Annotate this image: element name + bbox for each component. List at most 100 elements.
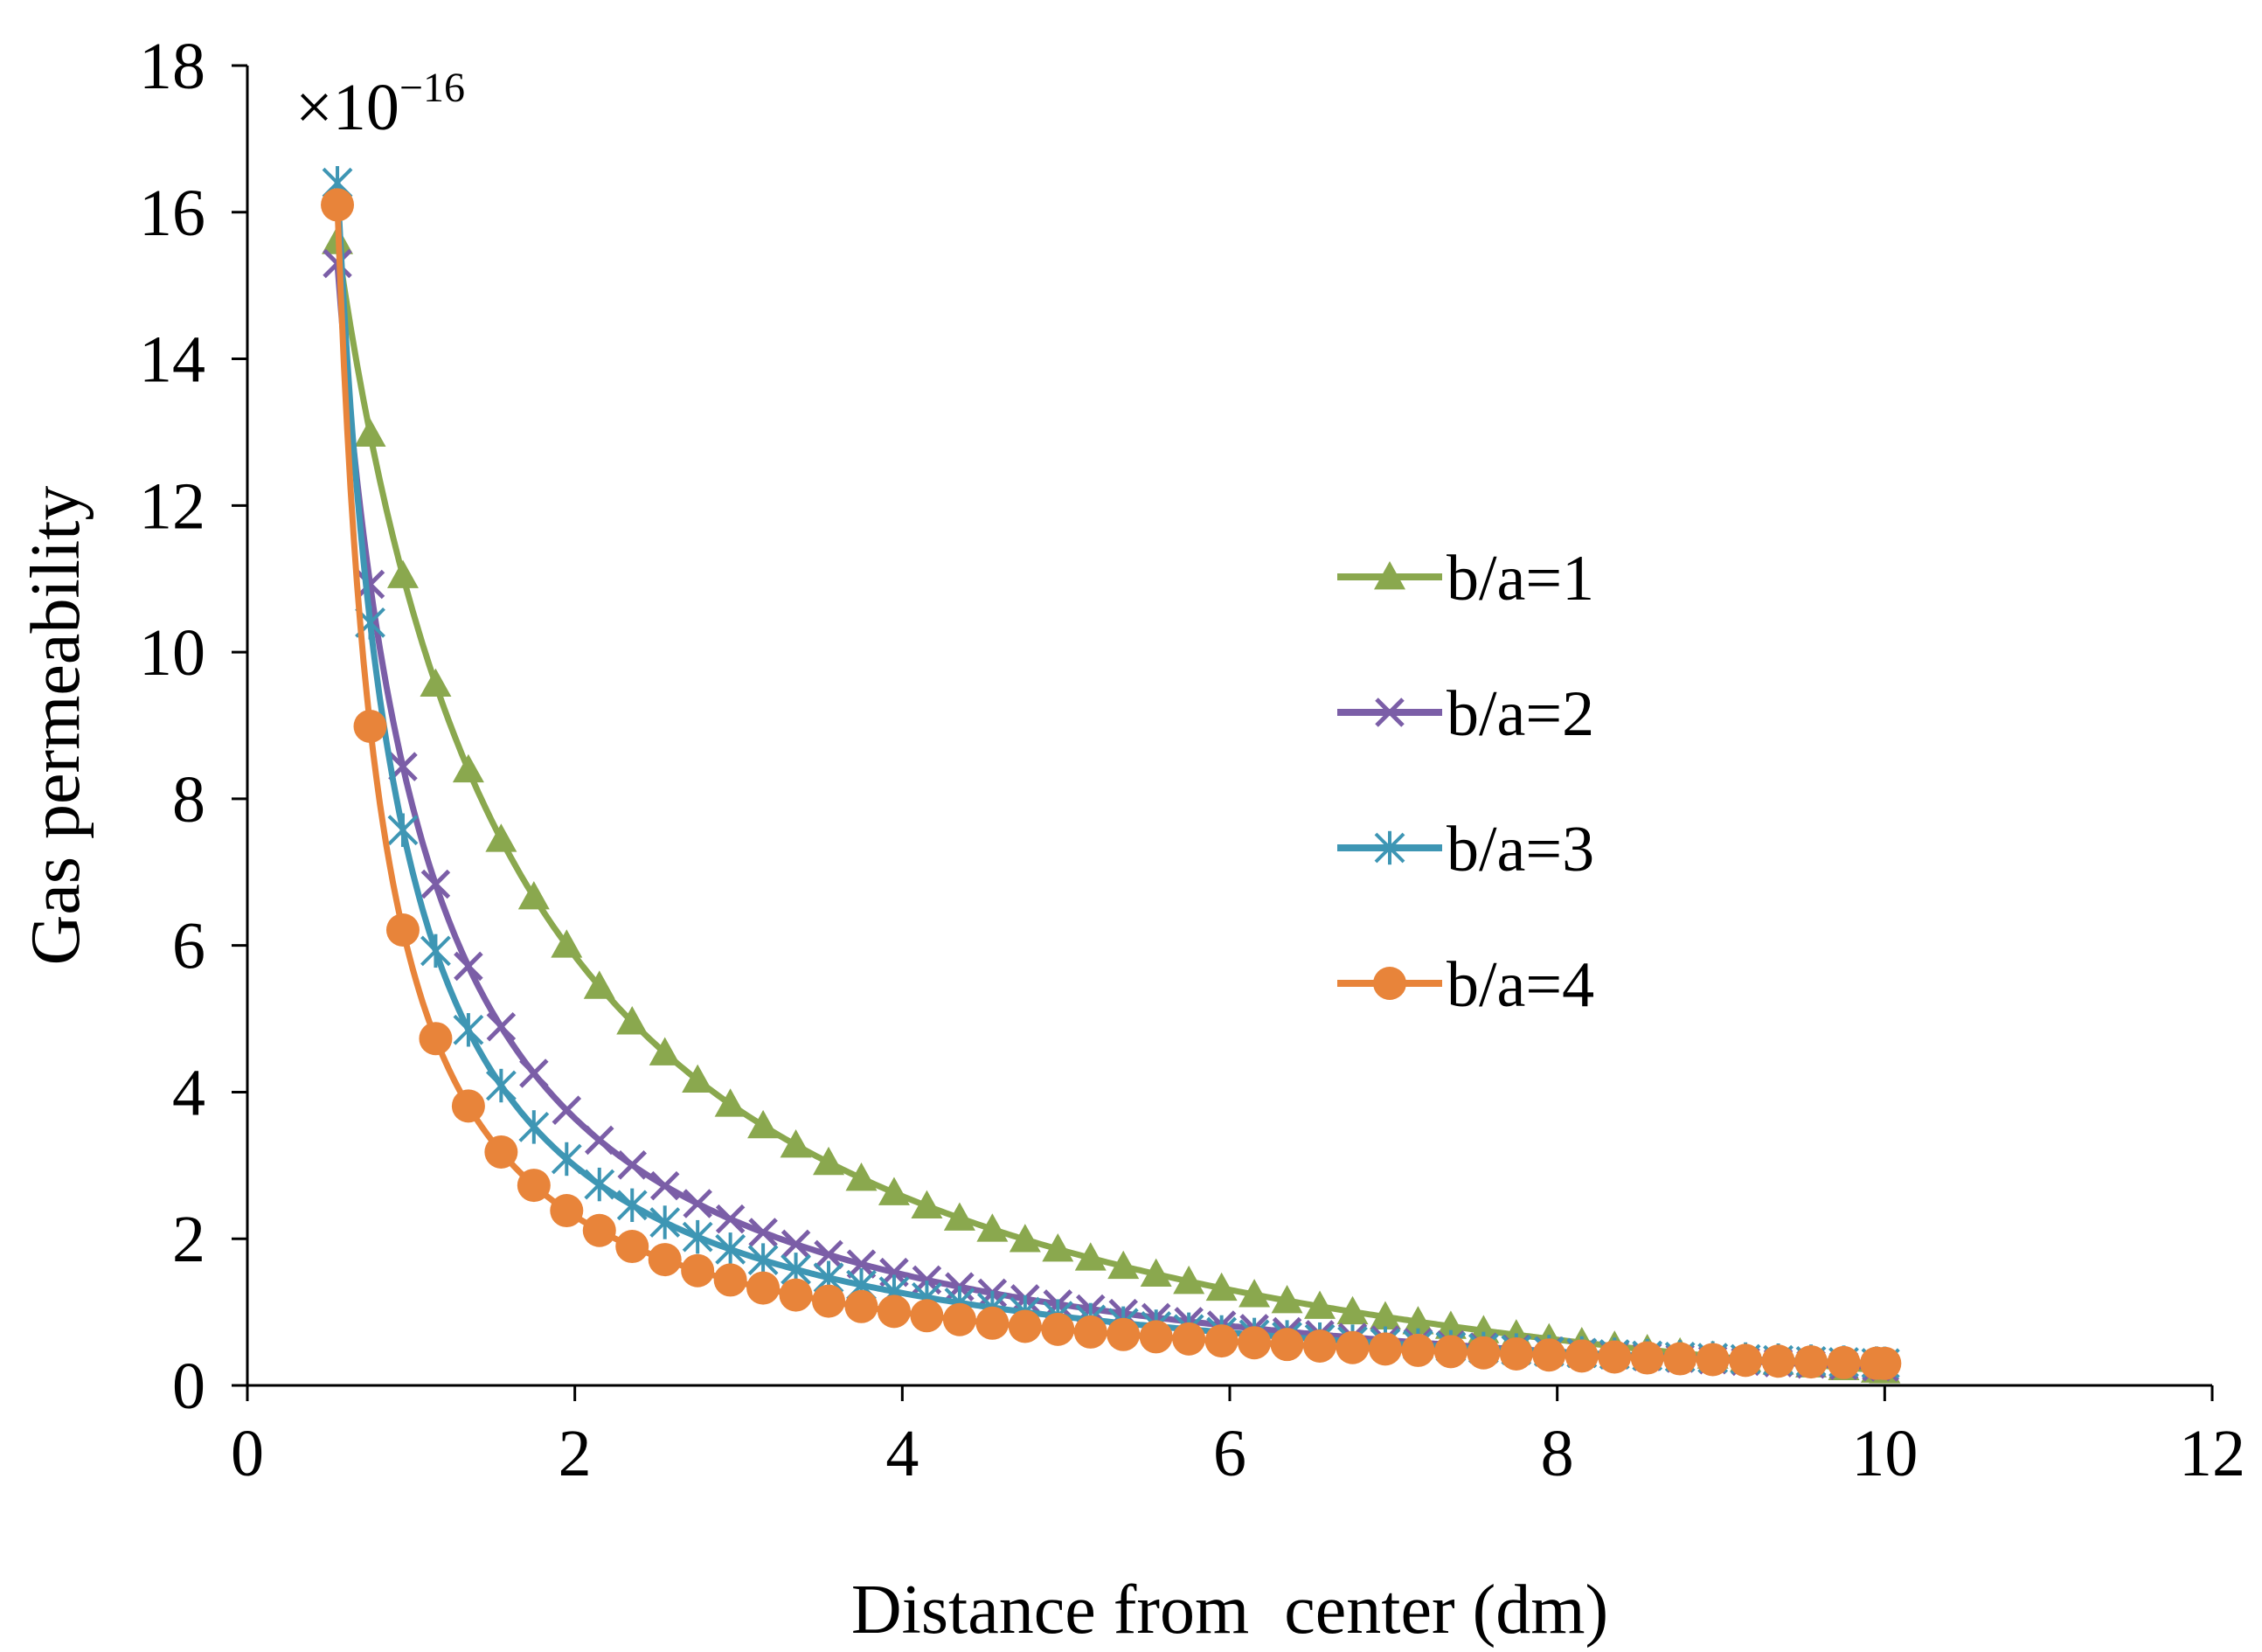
- data-point: [551, 929, 583, 958]
- y-axis-title: Gas permeability: [17, 486, 94, 966]
- data-point: [584, 1167, 615, 1202]
- data-point: [1270, 1328, 1304, 1362]
- data-point: [1107, 1250, 1140, 1280]
- x-tick-label: 2: [559, 1417, 592, 1490]
- data-point: [1663, 1342, 1697, 1376]
- data-point: [976, 1213, 1009, 1242]
- data-point: [1336, 1330, 1370, 1364]
- data-point: [942, 1302, 976, 1336]
- data-point: [846, 1249, 877, 1279]
- data-point: [1173, 1265, 1205, 1295]
- data-point: [1467, 1336, 1501, 1370]
- data-point: [1402, 1306, 1434, 1335]
- series-b-a-4: [321, 188, 1902, 1380]
- data-point: [355, 569, 385, 600]
- data-point: [1630, 1341, 1664, 1375]
- data-point: [1107, 1317, 1141, 1351]
- data-point: [814, 1239, 843, 1270]
- legend-marker: [1375, 698, 1405, 727]
- data-point: [420, 869, 451, 899]
- data-point: [682, 1064, 714, 1093]
- data-point: [910, 1299, 944, 1333]
- data-point: [878, 1177, 910, 1205]
- data-point: [1304, 1290, 1336, 1319]
- data-point: [1042, 1233, 1074, 1262]
- data-point: [714, 1088, 746, 1117]
- x-tick-label: 4: [885, 1417, 919, 1490]
- plot-area: [321, 166, 1902, 1384]
- data-point: [1827, 1345, 1861, 1379]
- data-point: [1696, 1343, 1730, 1377]
- data-point: [1239, 1279, 1271, 1308]
- data-point: [748, 1218, 778, 1247]
- x-tick-label: 6: [1213, 1417, 1246, 1490]
- scale-multiplier: ×10−16: [295, 65, 465, 144]
- data-point: [813, 1146, 845, 1176]
- x-tick-label: 10: [1851, 1417, 1918, 1490]
- data-point: [911, 1190, 943, 1219]
- data-point: [682, 1219, 713, 1254]
- data-point: [517, 1169, 551, 1203]
- legend-label: b/a=4: [1447, 949, 1594, 1021]
- data-point: [649, 1205, 681, 1239]
- y-tick-label: 14: [139, 323, 205, 397]
- data-point: [519, 1059, 549, 1088]
- legend-marker: [1374, 830, 1405, 865]
- data-point: [583, 970, 615, 999]
- y-tick-label: 10: [139, 616, 205, 690]
- data-point: [747, 1109, 780, 1139]
- data-point: [1499, 1336, 1533, 1371]
- data-point: [1009, 1224, 1041, 1253]
- data-point: [779, 1278, 813, 1312]
- scale-prefix: ×10: [295, 71, 399, 144]
- data-point: [1238, 1326, 1272, 1360]
- data-point: [485, 823, 517, 852]
- legend-item: b/a=1: [1337, 543, 1594, 614]
- legend-label: b/a=3: [1447, 814, 1594, 885]
- data-point: [1598, 1340, 1632, 1374]
- data-point: [385, 913, 420, 947]
- data-point: [1368, 1332, 1402, 1366]
- data-point: [681, 1253, 715, 1288]
- data-point: [1271, 1284, 1303, 1314]
- data-point: [1532, 1338, 1566, 1372]
- data-point: [354, 418, 386, 447]
- legend: b/a=1 b/a=2 b/a=3 b/a=4: [1337, 543, 1594, 1021]
- data-point: [517, 880, 550, 910]
- data-point: [844, 1289, 878, 1323]
- data-point: [943, 1202, 975, 1231]
- y-tick-label: 8: [172, 763, 205, 836]
- legend-item: b/a=4: [1337, 949, 1594, 1021]
- legend-label: b/a=1: [1447, 543, 1594, 614]
- data-point: [648, 1243, 682, 1277]
- data-point: [454, 951, 483, 982]
- data-point: [321, 188, 355, 222]
- data-point: [420, 934, 451, 968]
- y-tick-label: 16: [139, 177, 205, 250]
- data-point: [1008, 1309, 1042, 1343]
- data-point: [975, 1306, 1010, 1340]
- legend-item: b/a=3: [1337, 814, 1594, 885]
- data-point: [747, 1243, 779, 1277]
- legend-marker: [1373, 967, 1406, 1000]
- data-point: [551, 1142, 582, 1177]
- data-point: [452, 753, 484, 783]
- data-point: [1140, 1258, 1172, 1288]
- data-point: [1204, 1324, 1239, 1358]
- data-point: [649, 1170, 680, 1201]
- data-point: [1868, 1346, 1902, 1380]
- data-point: [1565, 1339, 1599, 1373]
- data-point: [420, 668, 452, 697]
- data-point: [616, 1006, 649, 1035]
- y-tick-label: 2: [172, 1203, 205, 1276]
- x-tick-label: 12: [2179, 1417, 2245, 1490]
- data-point: [616, 1188, 648, 1223]
- data-point: [1761, 1344, 1795, 1378]
- data-point: [484, 1135, 518, 1169]
- data-point: [584, 1125, 614, 1156]
- data-point: [845, 1163, 878, 1191]
- data-point: [1041, 1312, 1075, 1346]
- y-tick-label: 18: [139, 30, 205, 103]
- data-point: [1074, 1242, 1107, 1271]
